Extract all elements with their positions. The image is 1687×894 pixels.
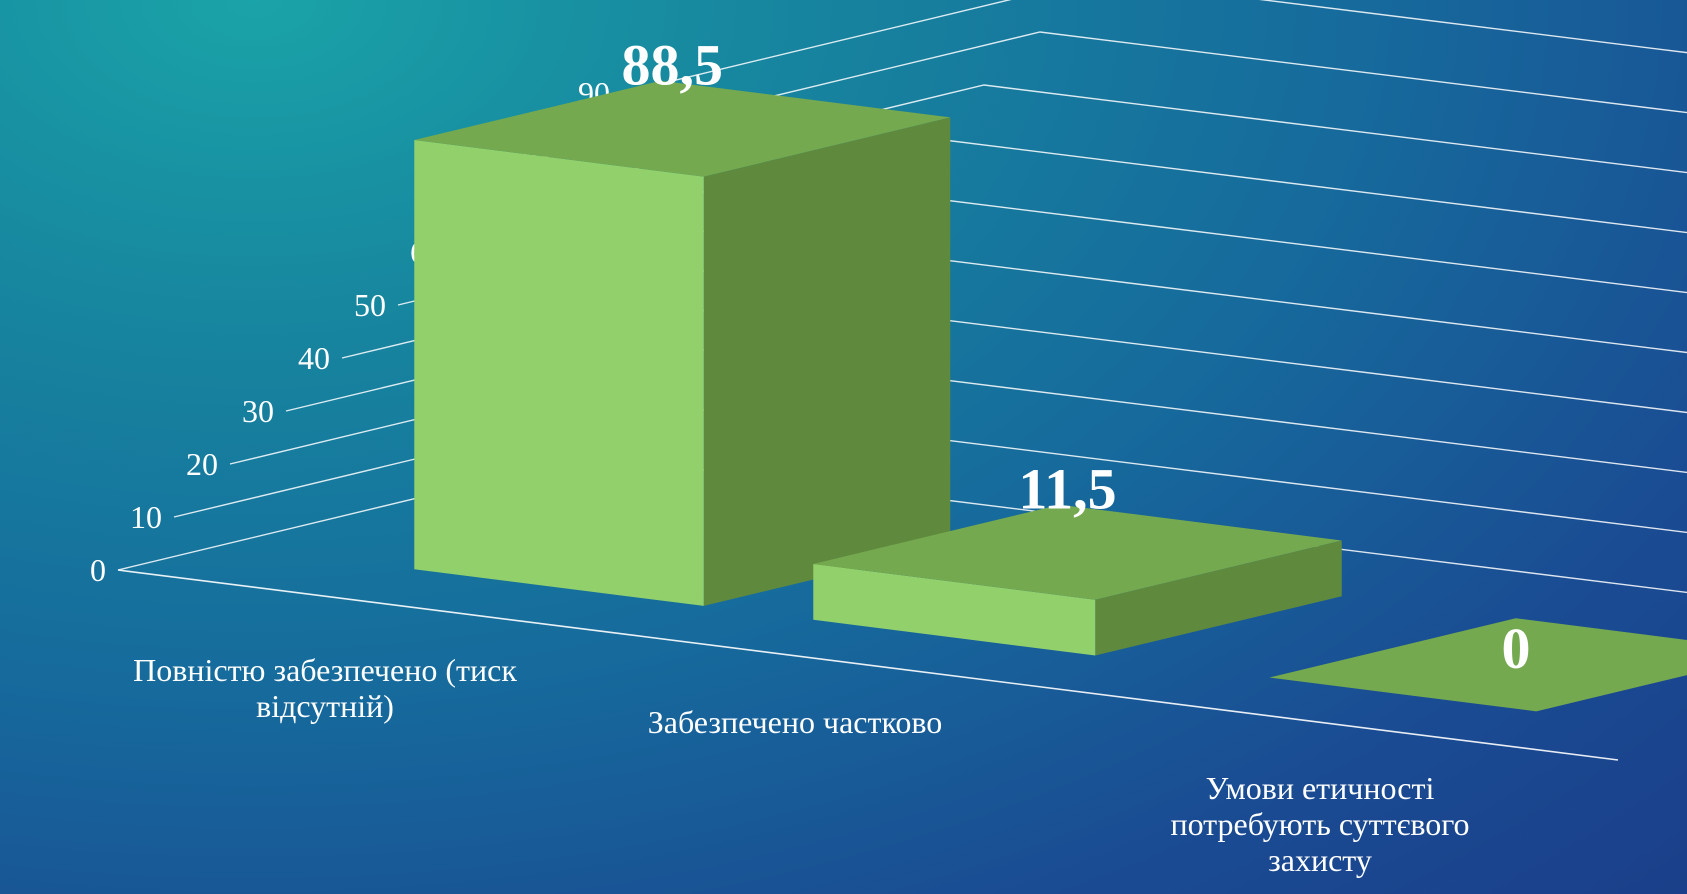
- bars: [414, 80, 1687, 712]
- data-label-1: 88,5: [622, 33, 724, 98]
- y-tick-label: 20: [186, 446, 218, 482]
- bar-3-top: [1269, 618, 1687, 712]
- y-tick-label: 10: [130, 499, 162, 535]
- category-label-1: Повністю забезпечено (тиск відсутній): [133, 652, 517, 724]
- bar-1-side: [703, 117, 951, 606]
- floor-front-edge: [117, 569, 1619, 761]
- bar-2-top: [813, 504, 1342, 600]
- bar-2-side: [1095, 540, 1342, 656]
- y-tick-label: 50: [354, 287, 386, 323]
- data-label-2: 11,5: [1018, 457, 1116, 522]
- category-label-3: Умови етичності потребують суттєвого зах…: [1170, 770, 1470, 878]
- bar-1-top: [414, 80, 951, 177]
- y-tick-label: 0: [90, 552, 106, 588]
- y-tick-label: 30: [242, 393, 274, 429]
- data-label-3: 0: [1502, 616, 1531, 681]
- category-label-2: Забезпечено частково: [647, 704, 943, 740]
- gridline-90: [621, 0, 1687, 94]
- bar-1-front: [414, 140, 704, 606]
- bar-2-front: [813, 564, 1096, 656]
- data-labels: 88,5 11,5 0: [622, 33, 1531, 681]
- y-tick-label: 40: [298, 340, 330, 376]
